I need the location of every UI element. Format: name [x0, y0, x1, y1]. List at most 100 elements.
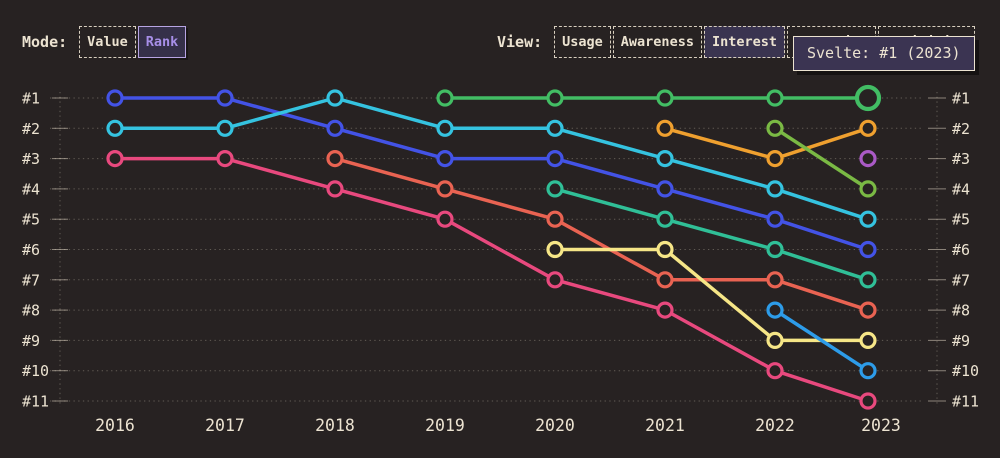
data-point[interactable] — [766, 210, 784, 228]
data-point[interactable] — [546, 150, 564, 168]
series-cyan-series — [106, 89, 877, 228]
rank-label-left: #11 — [22, 393, 49, 411]
data-point[interactable] — [656, 301, 674, 319]
rank-label-right: #6 — [952, 241, 970, 259]
hovered-data-point[interactable] — [854, 84, 882, 112]
mode-options: Value Rank — [79, 26, 188, 58]
data-point[interactable] — [436, 210, 454, 228]
data-point[interactable] — [216, 89, 234, 107]
rank-label-right: #1 — [952, 90, 970, 108]
data-point[interactable] — [766, 180, 784, 198]
data-point[interactable] — [859, 150, 877, 168]
data-point[interactable] — [766, 119, 784, 137]
data-point[interactable] — [436, 150, 454, 168]
data-point[interactable] — [859, 240, 877, 259]
data-point[interactable] — [766, 331, 784, 349]
rank-label-right: #9 — [952, 332, 970, 350]
data-point[interactable] — [106, 119, 124, 137]
data-point[interactable] — [859, 331, 877, 349]
rank-label-right: #5 — [952, 211, 970, 229]
data-point[interactable] — [326, 180, 344, 198]
data-point[interactable] — [326, 89, 344, 107]
data-point[interactable] — [546, 210, 564, 228]
data-point[interactable] — [656, 180, 674, 198]
mode-option-value[interactable]: Value — [79, 26, 136, 58]
rank-label-left: #1 — [22, 90, 40, 108]
data-point[interactable] — [766, 89, 784, 107]
data-point[interactable] — [766, 271, 784, 289]
year-label: 2018 — [315, 416, 355, 435]
rank-label-right: #11 — [952, 393, 979, 411]
series-skyblue-series — [766, 301, 877, 380]
series-line — [113, 96, 870, 252]
data-point[interactable] — [546, 271, 564, 289]
data-point[interactable] — [436, 119, 454, 137]
data-point[interactable] — [106, 89, 124, 107]
data-point[interactable] — [216, 150, 234, 168]
series-line — [663, 126, 870, 161]
rank-label-right: #3 — [952, 150, 970, 168]
rank-label-right: #2 — [952, 120, 970, 138]
data-point[interactable] — [859, 119, 877, 137]
data-point[interactable] — [436, 180, 454, 198]
data-point[interactable] — [656, 240, 674, 259]
rank-label-left: #8 — [22, 302, 40, 320]
data-point[interactable] — [656, 150, 674, 168]
data-point[interactable] — [766, 362, 784, 380]
rank-label-left: #9 — [22, 332, 40, 350]
view-option-interest[interactable]: Interest — [703, 26, 785, 58]
rank-label-right: #4 — [952, 180, 970, 198]
year-label: 2017 — [205, 416, 245, 435]
view-option-awareness[interactable]: Awareness — [612, 26, 702, 58]
data-point[interactable] — [106, 150, 124, 168]
series-blue-series — [106, 89, 877, 259]
data-point[interactable] — [859, 301, 877, 319]
series-line — [553, 187, 870, 282]
data-point[interactable] — [546, 119, 564, 137]
rank-label-right: #10 — [952, 362, 979, 380]
series-orange-series — [656, 119, 877, 168]
data-point[interactable] — [436, 89, 454, 107]
mode-label: Mode: — [22, 33, 68, 51]
series-line — [773, 126, 870, 191]
data-point[interactable] — [546, 89, 564, 107]
data-point[interactable] — [546, 180, 564, 198]
data-point[interactable] — [766, 240, 784, 259]
data-point[interactable] — [656, 210, 674, 228]
series-teal-series — [546, 180, 877, 289]
view-label: View: — [497, 33, 543, 51]
series-line — [773, 308, 870, 373]
rank-label-left: #2 — [22, 120, 40, 138]
tooltip-text: Svelte: #1 (2023) — [807, 44, 961, 62]
rank-label-left: #10 — [22, 362, 49, 380]
data-point[interactable] — [546, 240, 564, 259]
data-point[interactable] — [859, 180, 877, 198]
year-label: 2022 — [755, 416, 795, 435]
series-line — [113, 156, 870, 403]
data-point[interactable] — [859, 271, 877, 289]
view-option-usage[interactable]: Usage — [554, 26, 611, 58]
series-lightgreen-series — [766, 119, 877, 198]
rank-label-left: #4 — [22, 180, 40, 198]
data-point[interactable] — [859, 362, 877, 380]
data-point[interactable] — [326, 119, 344, 137]
data-point[interactable] — [326, 150, 344, 168]
data-point[interactable] — [766, 150, 784, 168]
rank-label-left: #7 — [22, 271, 40, 289]
mode-toggle-group: Mode: Value Rank — [22, 26, 188, 58]
data-point[interactable] — [216, 119, 234, 137]
data-point[interactable] — [656, 271, 674, 289]
data-point[interactable] — [656, 119, 674, 137]
data-point[interactable] — [859, 210, 877, 228]
series-pink-series — [106, 150, 877, 410]
year-label: 2020 — [535, 416, 575, 435]
series-line — [113, 96, 870, 221]
data-point[interactable] — [656, 89, 674, 107]
series-line — [333, 156, 870, 312]
year-label: 2023 — [861, 416, 901, 435]
year-label: 2021 — [645, 416, 685, 435]
year-label: 2016 — [95, 416, 135, 435]
data-point[interactable] — [859, 392, 877, 410]
data-point[interactable] — [766, 301, 784, 319]
mode-option-rank[interactable]: Rank — [137, 26, 187, 58]
